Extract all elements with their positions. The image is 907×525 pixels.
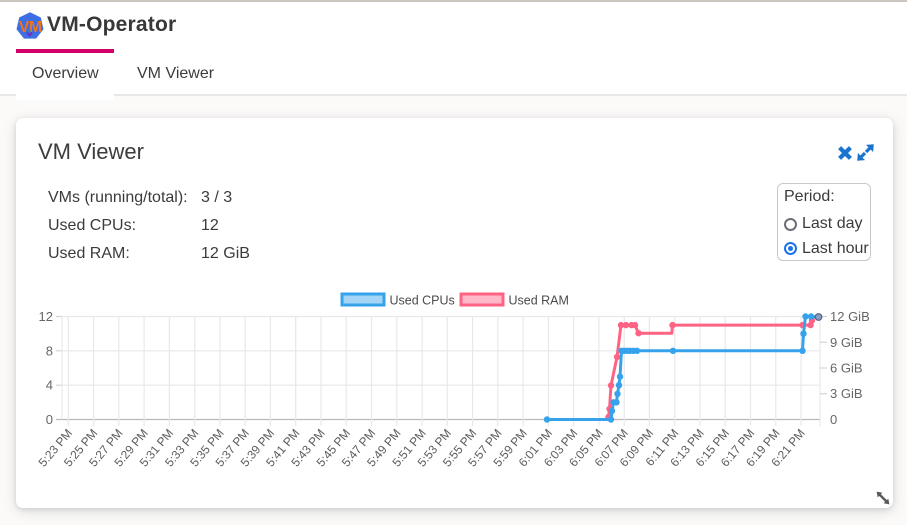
svg-text:3 GiB: 3 GiB [830, 386, 863, 401]
svg-text:12 GiB: 12 GiB [830, 309, 870, 324]
svg-text:9 GiB: 9 GiB [830, 335, 863, 350]
svg-text:4: 4 [46, 378, 53, 393]
svg-text:8: 8 [46, 343, 53, 358]
svg-text:Used CPUs: Used CPUs [390, 294, 455, 308]
svg-text:6 GiB: 6 GiB [830, 361, 863, 376]
svg-text:12: 12 [39, 309, 53, 324]
svg-text:0: 0 [830, 412, 837, 427]
svg-text:0: 0 [46, 412, 53, 427]
svg-text:Used RAM: Used RAM [509, 294, 569, 308]
svg-text:VM: VM [19, 19, 42, 36]
